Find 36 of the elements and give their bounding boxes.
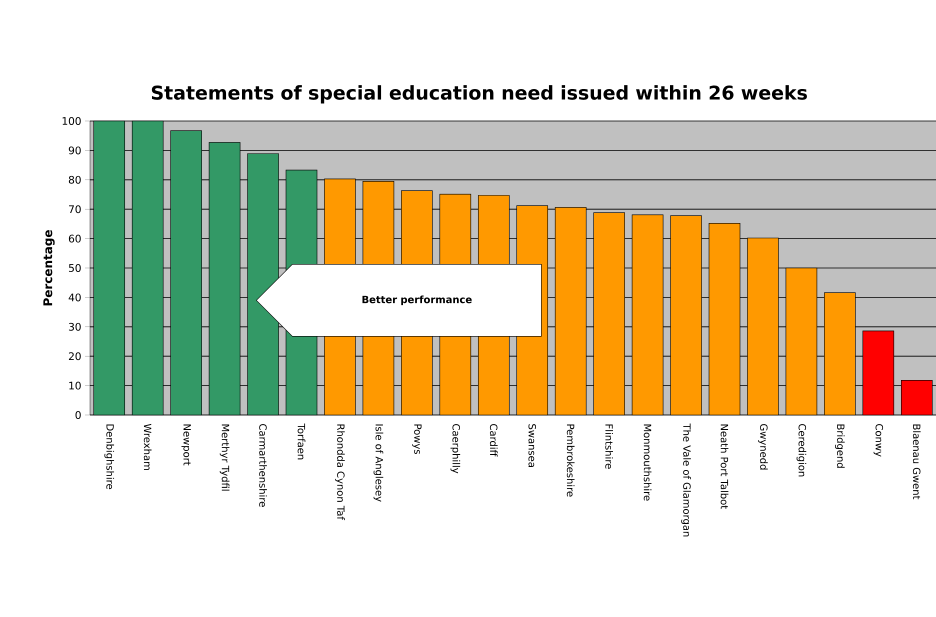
x-tick-label: Newport	[181, 424, 191, 466]
y-tick-label: 20	[68, 352, 81, 360]
y-tick-label: 30	[68, 322, 81, 331]
y-tick-label: 60	[68, 234, 81, 243]
x-tick-label: Torfaen	[298, 423, 306, 460]
x-tick-label: Swansea	[528, 424, 536, 467]
y-tick-label: 50	[68, 264, 81, 272]
x-tick-label: Merthyr Tydfil	[220, 424, 230, 491]
x-tick-label: Monmouthshire	[644, 424, 652, 501]
x-tick-label: Flintshire	[605, 424, 614, 469]
y-tick-label: 40	[68, 293, 81, 302]
x-tick-label: Pembrokeshire	[566, 424, 575, 497]
x-tick-label: Rhondda Cynon Taf	[335, 424, 345, 520]
x-tick-label: Caerphilly	[450, 424, 460, 474]
x-tick-label: Gwynedd	[758, 424, 768, 470]
y-tick-label: 10	[69, 382, 81, 390]
x-tick-label: Bridgend	[835, 424, 845, 468]
y-tick-label: 70	[69, 205, 81, 214]
x-tick-label: Carmarthenshire	[259, 424, 267, 507]
x-tick-label: Cardiff	[490, 424, 498, 457]
y-tick-label: 100	[62, 117, 81, 125]
y-tick-label: 80	[68, 176, 81, 184]
x-tick-label: Conwy	[874, 424, 884, 457]
y-tick-label: 0	[76, 411, 81, 419]
x-tick-label: Ceredigion	[796, 424, 806, 476]
x-tick-label: The Vale of Glamorgan	[681, 423, 691, 536]
x-tick-label: Isle of Anglesey	[374, 424, 384, 502]
x-tick-label: Powys	[412, 424, 422, 454]
x-tick-label: Blaenau Gwent	[912, 424, 921, 500]
x-tick-label: Denbighshire	[104, 424, 114, 490]
annotation: Better performance	[362, 296, 472, 306]
x-tick-label: Neath Port Talbot	[720, 424, 728, 509]
y-axis-title: Percentage	[43, 230, 55, 306]
x-tick-label: Wrexham	[144, 424, 152, 470]
chart-title: Statements of special education need issued within 26 weeks	[152, 85, 807, 104]
y-tick-label: 90	[68, 146, 81, 154]
